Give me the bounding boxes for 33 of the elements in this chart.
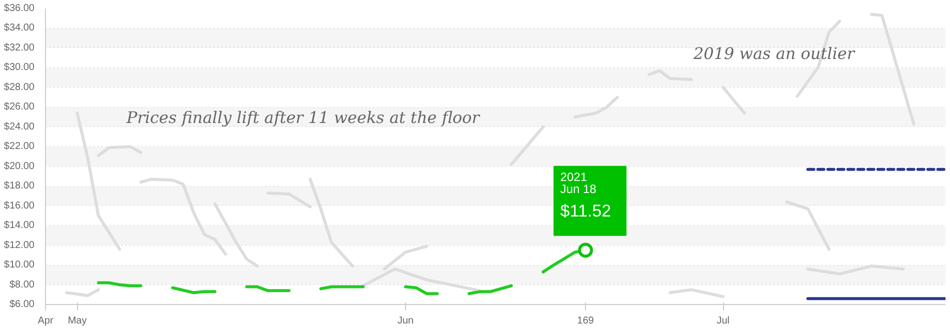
y-tick-label: $14.00 xyxy=(4,220,35,232)
y-tick-label: $24.00 xyxy=(4,121,35,132)
y-tick-label: $28.00 xyxy=(4,82,35,93)
annotation: Jun 18 xyxy=(560,182,597,196)
line-series xyxy=(308,178,354,268)
annotation: 2019 was an outlier xyxy=(692,44,856,63)
line-series xyxy=(213,202,259,268)
y-tick-label: $8.00 xyxy=(9,279,35,290)
x-tick-label: May xyxy=(68,316,87,326)
y-tick-label: $36.00 xyxy=(4,3,35,14)
y-tick-label: $12.00 xyxy=(4,240,35,251)
x-tick-label: Jul xyxy=(716,316,730,326)
line-series xyxy=(96,145,142,158)
x-tick-label: Jun xyxy=(397,316,414,326)
line-series xyxy=(139,178,227,256)
y-tick-label: $34.00 xyxy=(4,22,35,34)
y-tick-label: $6.00 xyxy=(9,299,35,310)
y-tick-label: $16.00 xyxy=(4,200,35,212)
x-tick-label: 169 xyxy=(577,316,594,326)
line-series xyxy=(648,69,693,82)
y-tick-label: $18.00 xyxy=(4,180,35,192)
x-tick-label: Apr xyxy=(38,316,54,326)
annotation: 2021 xyxy=(560,170,588,184)
line-series xyxy=(76,112,122,251)
y-tick-label: $10.00 xyxy=(4,260,35,271)
line-series xyxy=(573,96,619,119)
y-tick-label: $22.00 xyxy=(4,141,35,152)
y-tick-label: $20.00 xyxy=(4,160,35,172)
annotation: $11.52 xyxy=(560,202,612,221)
y-tick-label: $30.00 xyxy=(4,62,35,74)
y-tick-label: $32.00 xyxy=(4,42,35,54)
annotation: Prices finally lift after 11 weeks at the floor xyxy=(126,108,481,127)
y-tick-label: $26.00 xyxy=(4,102,35,113)
